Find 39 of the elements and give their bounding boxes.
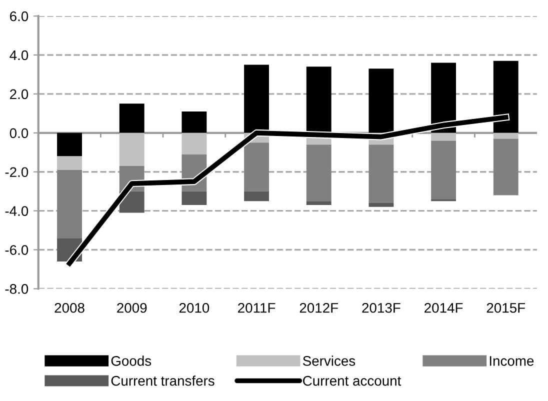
x-tick-label: 2009 [117,302,147,313]
bar [431,132,456,141]
bar [182,191,207,205]
legend-label: Income [490,356,534,366]
bar [493,138,518,196]
x-tick-label: 2014F [424,302,463,313]
bar [493,132,518,139]
bar [368,203,394,207]
bar [368,144,394,204]
y-tick-label: 4.0 [10,50,28,60]
x-tick-label: 2008 [54,302,84,313]
legend-label: Services [302,356,356,366]
legend-label: Current account [303,376,402,386]
y-tick-label: -8.0 [5,284,28,294]
bar [57,156,82,170]
bar [244,191,269,202]
x-tick-label: 2010 [179,302,210,313]
bar [244,142,269,192]
bar [119,132,144,166]
legend-label: Current transfers [111,376,214,386]
bar [182,132,207,154]
x-tick-label: 2015F [486,302,526,313]
y-tick-label: 0.0 [10,128,28,138]
bar [182,111,207,133]
bar [431,140,456,200]
y-tick-label: 2.0 [10,89,28,100]
y-tick-label: -4.0 [5,206,28,216]
bar [306,144,332,202]
x-tick-label: 2012F [300,302,338,313]
y-tick-label: -6.0 [5,245,28,255]
y-tick-label: 6.0 [10,11,28,22]
x-tick-label: 2013F [362,302,400,313]
bar [119,104,144,133]
bar [57,170,82,238]
legend-label: Goods [111,356,152,366]
x-tick-label: 2011F [238,302,276,313]
y-tick-label: -2.0 [5,167,28,178]
bar [306,201,332,205]
bar [57,132,82,156]
